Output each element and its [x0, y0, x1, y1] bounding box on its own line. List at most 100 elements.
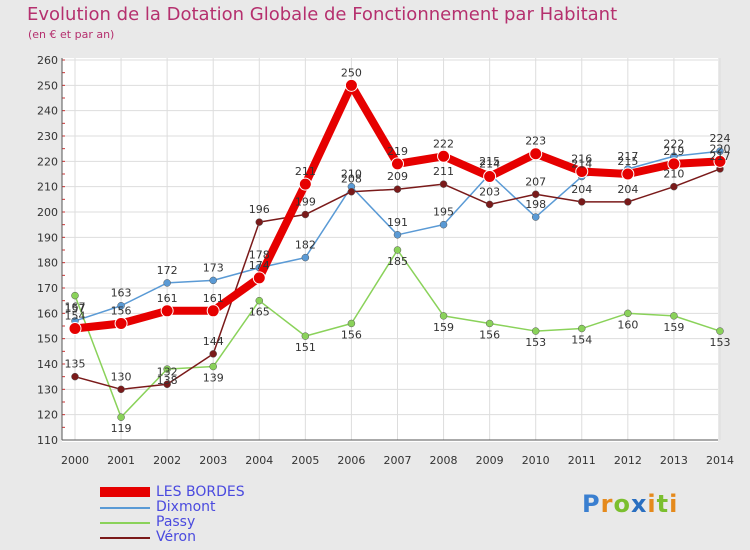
x-tick-label: 2007	[383, 454, 411, 467]
data-label-v-ron: 208	[341, 173, 362, 186]
legend-label-veron: Véron	[156, 529, 196, 545]
x-tick-label: 2002	[153, 454, 181, 467]
data-label-les-bordes: 214	[479, 158, 500, 171]
data-label-dixmont: 195	[433, 206, 454, 219]
x-tick-label: 2014	[706, 454, 734, 467]
x-tick-label: 2000	[61, 454, 89, 467]
data-point-v-ron	[347, 187, 356, 196]
legend-label-passy: Passy	[156, 514, 196, 530]
data-point-dixmont	[301, 253, 310, 262]
data-label-les-bordes: 250	[341, 66, 362, 79]
data-point-les-bordes	[621, 167, 635, 181]
logo-letter: o	[613, 490, 631, 518]
y-tick-label: 140	[37, 358, 58, 371]
x-tick-label: 2011	[568, 454, 596, 467]
data-label-dixmont: 182	[295, 239, 316, 252]
data-label-passy: 156	[341, 328, 362, 341]
y-tick-label: 190	[37, 231, 58, 244]
y-tick-label: 260	[37, 54, 58, 67]
data-point-passy	[209, 362, 217, 371]
data-label-les-bordes: 219	[387, 145, 408, 158]
data-label-passy: 153	[709, 336, 730, 349]
data-point-v-ron	[255, 218, 264, 226]
data-point-dixmont	[439, 220, 448, 229]
x-tick-label: 2012	[614, 454, 642, 467]
data-label-dixmont: 178	[249, 249, 270, 262]
y-tick-label: 220	[37, 155, 58, 168]
data-label-les-bordes: 215	[617, 155, 638, 168]
data-point-v-ron	[485, 200, 494, 209]
data-label-les-bordes: 174	[249, 259, 270, 272]
data-label-v-ron: 209	[387, 170, 408, 183]
data-label-passy: 165	[249, 306, 270, 319]
data-point-les-bordes	[483, 170, 497, 184]
data-label-les-bordes: 220	[709, 142, 730, 155]
data-label-v-ron: 199	[295, 196, 316, 209]
data-label-v-ron: 217	[709, 150, 730, 163]
data-label-dixmont: 191	[387, 216, 408, 229]
logo-letter: i	[669, 490, 679, 518]
data-point-les-bordes	[68, 322, 82, 336]
data-label-les-bordes: 219	[663, 145, 684, 158]
data-point-passy	[716, 327, 724, 335]
x-tick-label: 2013	[660, 454, 688, 467]
data-point-v-ron	[624, 198, 632, 206]
data-point-v-ron	[531, 190, 540, 199]
data-label-dixmont: 163	[111, 287, 132, 300]
data-label-les-bordes: 161	[157, 292, 178, 305]
data-point-les-bordes	[529, 147, 543, 161]
data-label-dixmont: 222	[663, 137, 684, 150]
y-tick-label: 250	[37, 79, 58, 92]
data-label-les-bordes: 161	[203, 292, 224, 305]
chart-title: Evolution de la Dotation Globale de Fonc…	[27, 4, 618, 25]
data-point-dixmont	[163, 279, 171, 287]
data-point-v-ron	[670, 182, 678, 191]
data-label-les-bordes: 223	[525, 135, 546, 148]
data-label-v-ron: 211	[433, 165, 454, 178]
data-point-les-bordes	[160, 304, 174, 318]
data-point-v-ron	[163, 380, 171, 389]
data-point-les-bordes	[298, 177, 312, 191]
data-label-passy: 138	[157, 374, 178, 387]
data-label-passy: 159	[433, 321, 454, 334]
data-label-passy: 159	[663, 321, 684, 334]
data-label-les-bordes: 211	[295, 165, 316, 178]
logo-letter: i	[647, 490, 657, 518]
data-label-dixmont: 217	[617, 150, 638, 163]
legend-label-dixmont: Dixmont	[156, 499, 216, 515]
data-label-v-ron: 210	[663, 168, 684, 181]
data-point-v-ron	[301, 210, 310, 219]
data-point-les-bordes	[713, 154, 727, 168]
data-point-passy	[531, 327, 540, 335]
data-label-passy: 151	[295, 341, 316, 354]
data-point-v-ron	[439, 180, 448, 188]
y-tick-label: 160	[37, 307, 58, 320]
data-point-les-bordes	[390, 157, 404, 171]
data-point-dixmont	[117, 301, 125, 310]
logo-letter: P	[582, 490, 601, 518]
x-tick-label: 2001	[107, 454, 135, 467]
x-tick-label: 2004	[245, 454, 273, 467]
data-point-passy	[347, 319, 356, 328]
x-tick-label: 2006	[337, 454, 365, 467]
data-label-v-ron: 135	[65, 358, 86, 371]
data-point-v-ron	[71, 372, 79, 381]
data-point-les-bordes	[344, 78, 358, 92]
data-point-les-bordes	[667, 157, 681, 171]
data-label-v-ron: 132	[157, 365, 178, 378]
proxiti-logo: Proxiti	[582, 490, 678, 518]
data-point-passy	[163, 365, 171, 373]
legend-swatch-dixmont	[100, 507, 150, 509]
data-label-dixmont: 210	[341, 168, 362, 181]
data-point-dixmont	[716, 147, 724, 155]
legend-label-les-bordes: LES BORDES	[156, 484, 245, 500]
data-label-v-ron: 203	[479, 185, 500, 198]
data-point-passy	[301, 332, 310, 340]
data-point-v-ron	[117, 385, 125, 394]
data-point-dixmont	[393, 231, 402, 239]
y-tick-label: 180	[37, 257, 58, 270]
data-label-dixmont: 173	[203, 261, 224, 274]
data-point-les-bordes	[252, 271, 266, 285]
